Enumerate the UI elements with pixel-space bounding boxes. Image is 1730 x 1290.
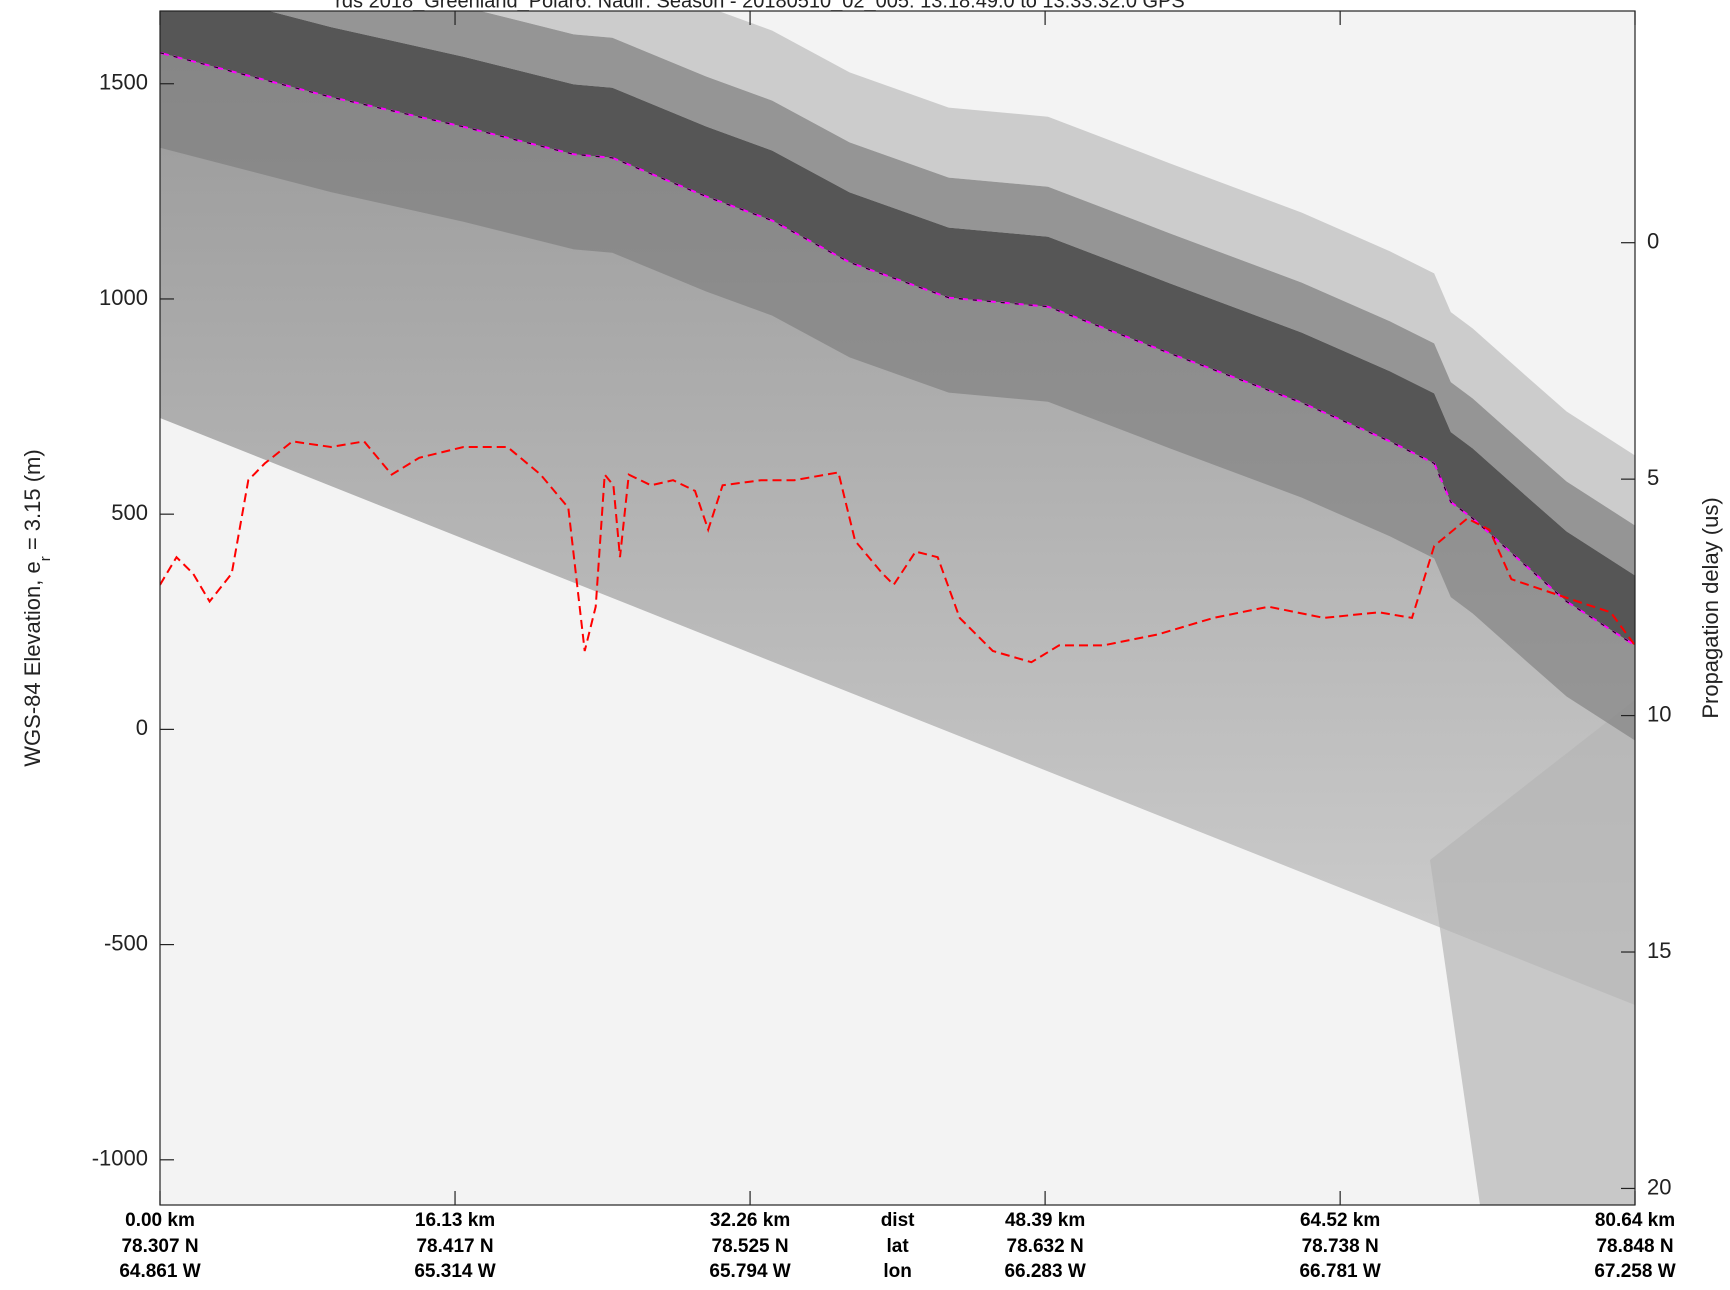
bed-line <box>160 440 1635 664</box>
lon-label: 65.794 W <box>709 1261 790 1282</box>
y-tick-label: 1500 <box>99 70 148 95</box>
x-tick-label: 32.26 km <box>710 1210 790 1231</box>
y-label-text: WGS-84 Elevation, e <box>20 561 45 766</box>
lat-label: 78.417 N <box>416 1236 493 1257</box>
row-label: dist <box>881 1210 915 1231</box>
y2-axis-label: Propagation delay (us) <box>1698 497 1723 718</box>
lat-label: 78.525 N <box>712 1236 789 1257</box>
y2-tick-label: 0 <box>1647 229 1659 254</box>
y-tick-label: 500 <box>111 500 148 525</box>
x-tick-label: 48.39 km <box>1005 1210 1085 1231</box>
y-tick-label: 1000 <box>99 285 148 310</box>
y-label-rest: = 3.15 (m) <box>20 449 45 556</box>
y2-tick-label: 20 <box>1647 1174 1671 1199</box>
plot-frame <box>159 10 1636 1206</box>
y-axis-label: WGS-84 Elevation, er = 3.15 (m) <box>20 449 54 766</box>
echogram-deep <box>1430 700 1635 1205</box>
echogram-ice <box>160 52 1635 1005</box>
x-tick-label: 64.52 km <box>1300 1210 1380 1231</box>
surface-line-overlay <box>160 52 1635 646</box>
lat-label: 78.632 N <box>1007 1236 1084 1257</box>
echogram <box>160 11 1635 1205</box>
lon-label: 66.283 W <box>1004 1261 1085 1282</box>
y-label-sub: r <box>37 556 54 561</box>
picks <box>160 51 1635 664</box>
lon-label: 64.861 W <box>119 1261 200 1282</box>
echogram-band <box>480 11 1635 526</box>
y-tick-label: -1000 <box>92 1146 148 1171</box>
x-tick-label: 0.00 km <box>125 1210 195 1231</box>
chart-title: rds 2018_Greenland_Polar6: Nadir: Season… <box>335 0 1185 12</box>
row-label: lat <box>886 1236 909 1257</box>
x-tick-label: 16.13 km <box>415 1210 495 1231</box>
lon-label: 67.258 W <box>1594 1261 1675 1282</box>
lon-label: 66.781 W <box>1299 1261 1380 1282</box>
lon-label: 65.314 W <box>414 1261 495 1282</box>
lat-label: 78.848 N <box>1596 1236 1673 1257</box>
lat-label: 78.307 N <box>121 1236 198 1257</box>
x-tick-label: 80.64 km <box>1595 1210 1675 1231</box>
lat-label: 78.738 N <box>1302 1236 1379 1257</box>
y2-tick-label: 10 <box>1647 701 1671 726</box>
y-tick-label: -500 <box>104 930 148 955</box>
y2-tick-label: 5 <box>1647 465 1659 490</box>
echogram-band <box>160 52 1635 741</box>
row-label: lon <box>883 1261 912 1282</box>
echogram-band <box>160 11 1635 646</box>
y2-tick-label: 15 <box>1647 938 1671 963</box>
y-tick-label: 0 <box>136 715 148 740</box>
